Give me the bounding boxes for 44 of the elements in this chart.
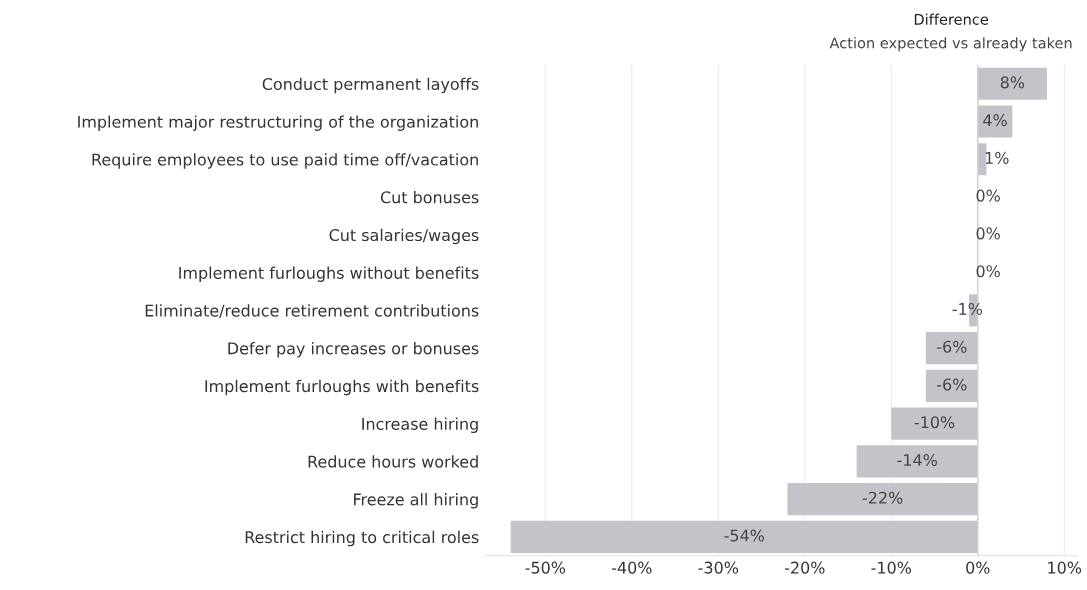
data-label: 0%: [976, 265, 1000, 278]
data-label: 0%: [976, 189, 1000, 202]
y-tick-label: Freeze all hiring: [354, 493, 478, 509]
data-label: 4%: [983, 114, 1007, 127]
data-label: 8%: [1000, 76, 1025, 89]
bar: [856, 445, 978, 478]
chart-title: Difference: [914, 13, 989, 25]
x-tick-label: -40%: [611, 561, 652, 574]
data-label: -6%: [937, 378, 967, 391]
bar: [977, 67, 1047, 100]
data-label: -1%: [952, 302, 983, 315]
y-tick-label: Cut bonuses: [380, 190, 479, 204]
data-label: -22%: [862, 491, 903, 504]
y-tick-label: Implement furloughs with benefits: [205, 379, 479, 396]
bar: [510, 520, 978, 553]
data-label: -54%: [724, 529, 764, 542]
y-tick-label: Cut salaries/wages: [329, 228, 479, 245]
x-tick-label: -10%: [871, 561, 912, 574]
bar: [925, 332, 978, 365]
bar: [925, 369, 978, 402]
data-label: -10%: [914, 416, 955, 429]
data-label: 1%: [985, 151, 1009, 164]
y-tick-label: Defer pay increases or bonuses: [228, 342, 479, 358]
data-label: 0%: [976, 227, 1000, 240]
bar: [977, 143, 987, 176]
y-tick-label: Eliminate/reduce retirement contributions: [145, 304, 479, 318]
y-tick-label: Conduct permanent layoffs: [262, 77, 479, 94]
x-tick-label: 0%: [966, 561, 990, 574]
x-tick-label: 10%: [1048, 561, 1082, 574]
x-tick-label: -50%: [525, 561, 566, 574]
x-tick-label: -20%: [784, 561, 825, 574]
data-label: -14%: [897, 453, 937, 467]
y-tick-label: Increase hiring: [362, 417, 478, 434]
bar: [891, 407, 978, 440]
y-tick-label: Restrict hiring to critical roles: [245, 530, 479, 547]
y-tick-label: Require employees to use paid time off/vacation: [92, 153, 478, 169]
data-label: -6%: [937, 340, 967, 353]
bar: [787, 483, 978, 516]
y-tick-label: Reduce hours worked: [308, 455, 478, 468]
y-tick-label: Implement major restructuring of the organization: [78, 115, 478, 131]
bar: [977, 105, 1013, 138]
y-tick-label: Implement furloughs without benefits: [179, 266, 479, 282]
x-tick-label: -30%: [698, 561, 739, 574]
chart-subtitle: Action expected vs already taken: [829, 37, 1072, 52]
